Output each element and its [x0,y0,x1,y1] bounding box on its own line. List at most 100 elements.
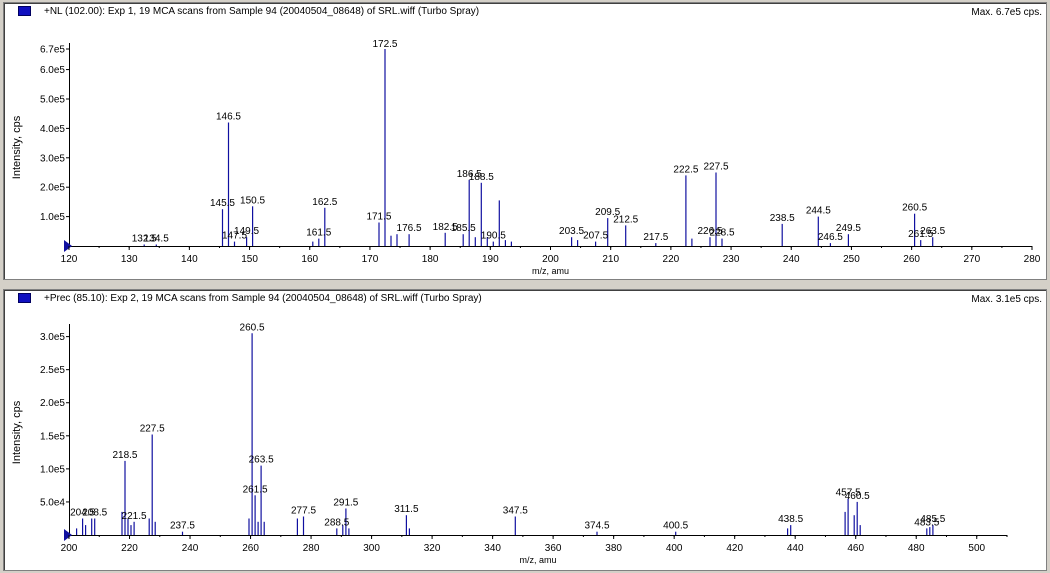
peak-label: 347.5 [503,505,528,516]
y-tick-label: 6.0e5 [40,65,65,76]
peak-label: 288.5 [324,517,349,528]
x-tick-label: 180 [422,254,439,265]
panel-title: +Prec (85.10): Exp 2, 19 MCA scans from … [44,293,482,304]
peak-label: 263.5 [249,455,274,466]
peak-label: 145.5 [210,198,235,209]
peak-label: 149.5 [234,226,259,237]
x-tick-label: 210 [602,254,619,265]
x-tick-label: 240 [783,254,800,265]
y-tick-label: 2.0e5 [40,183,65,194]
x-tick-label: 130 [121,254,138,265]
peak-label: 226.5 [697,226,722,237]
peak-label: 374.5 [584,521,609,532]
peak-label: 221.5 [122,511,147,522]
peak-label: 186.5 [457,169,482,180]
y-tick-label: 2.0e5 [40,398,65,409]
y-tick-label: 3.0e5 [40,332,65,343]
peak-label: 249.5 [836,223,861,234]
series-marker-icon[interactable] [18,6,31,16]
max-intensity-label: Max. 3.1e5 cps. [971,294,1042,305]
peak-label: 188.5 [469,172,494,183]
series-marker-icon[interactable] [18,293,31,303]
panel-header: +NL (102.00): Exp 1, 19 MCA scans from S… [4,3,1046,21]
x-tick-label: 230 [723,254,740,265]
peak-label: 134.5 [144,234,169,245]
peak-label: 460.5 [845,491,870,502]
x-tick-label: 150 [241,254,258,265]
y-tick-label: 4.0e5 [40,124,65,135]
x-tick-label: 460 [847,543,864,554]
peak-label: 147.5 [222,231,247,242]
x-tick-label: 140 [181,254,198,265]
peak-label: 485.5 [920,514,945,525]
y-tick-label: 5.0e4 [40,497,65,508]
x-tick-label: 360 [545,543,562,554]
peak-label: 438.5 [778,514,803,525]
peak-label: 457.5 [836,488,861,499]
x-axis-label: m/z, amu [519,555,556,565]
spectrum-chart-bottom[interactable]: 200 220 240 260 280 300 320 340 360 380 400 420 440 4… [4,290,1046,570]
x-tick-label: 190 [482,254,499,265]
x-tick-label: 480 [908,543,925,554]
x-tick-label: 400 [666,543,683,554]
x-tick-label: 220 [121,543,138,554]
spectrum-chart-top[interactable]: 120 130 140 150 160 170 180 190 200 210 220 230 240 2… [4,3,1046,279]
peak-label: 146.5 [216,112,241,123]
peak-label: 400.5 [663,521,688,532]
peak-label: 260.5 [902,203,927,214]
peak-label: 162.5 [312,197,337,208]
y-axis-label: Intensity, cps [11,400,23,464]
x-tick-label: 300 [363,543,380,554]
peak-label: 277.5 [291,505,316,516]
y-tick-label: 1.5e5 [40,431,65,442]
y-tick-label: 1.0e5 [40,464,65,475]
x-tick-label: 260 [903,254,920,265]
peak-label: 291.5 [333,498,358,509]
x-tick-label: 120 [61,254,78,265]
peak-label: 204.5 [70,507,95,518]
spectrum-panel-bottom: +Prec (85.10): Exp 2, 19 MCA scans from … [3,289,1047,571]
y-tick-label: 5.0e5 [40,94,65,105]
peak-label: 311.5 [394,504,419,515]
baseline-marker-icon [64,240,72,252]
x-tick-label: 270 [963,254,980,265]
x-tick-label: 340 [484,543,501,554]
peak-label: 260.5 [240,322,265,333]
y-tick-label: 1.0e5 [40,212,65,223]
peak-label: 172.5 [372,39,397,50]
peak-label: 208.5 [82,507,107,518]
peak-label: 185.5 [451,223,476,234]
peak-label: 190.5 [481,231,506,242]
peak-label: 237.5 [170,521,195,532]
x-tick-label: 420 [726,543,743,554]
x-tick-label: 280 [303,543,320,554]
x-tick-label: 220 [663,254,680,265]
peak-label: 228.5 [710,228,735,239]
peak-label: 209.5 [595,207,620,218]
peak-label: 222.5 [673,164,698,175]
panel-header: +Prec (85.10): Exp 2, 19 MCA scans from … [4,290,1046,308]
x-tick-label: 320 [424,543,441,554]
peak-label: 161.5 [306,228,331,239]
y-tick-label: 3.0e5 [40,153,65,164]
x-tick-label: 500 [968,543,985,554]
x-tick-label: 240 [182,543,199,554]
x-tick-label: 260 [242,543,259,554]
peak-label: 212.5 [613,214,638,225]
peak-label: 132.5 [132,234,157,245]
x-tick-label: 200 [542,254,559,265]
peak-label: 182.5 [433,222,458,233]
panel-title: +NL (102.00): Exp 1, 19 MCA scans from S… [44,6,480,17]
peak-label: 176.5 [397,223,422,234]
x-tick-label: 380 [605,543,622,554]
peak-label: 483.5 [914,517,939,528]
peak-label: 171.5 [366,211,391,222]
peak-label: 207.5 [583,231,608,242]
y-tick-label: 6.7e5 [40,45,65,56]
peak-label: 261.5 [908,229,933,240]
peak-label: 263.5 [920,226,945,237]
x-tick-label: 250 [843,254,860,265]
peak-label: 150.5 [240,195,265,206]
y-axis-label: Intensity, cps [11,115,23,179]
peak-label: 238.5 [770,213,795,224]
